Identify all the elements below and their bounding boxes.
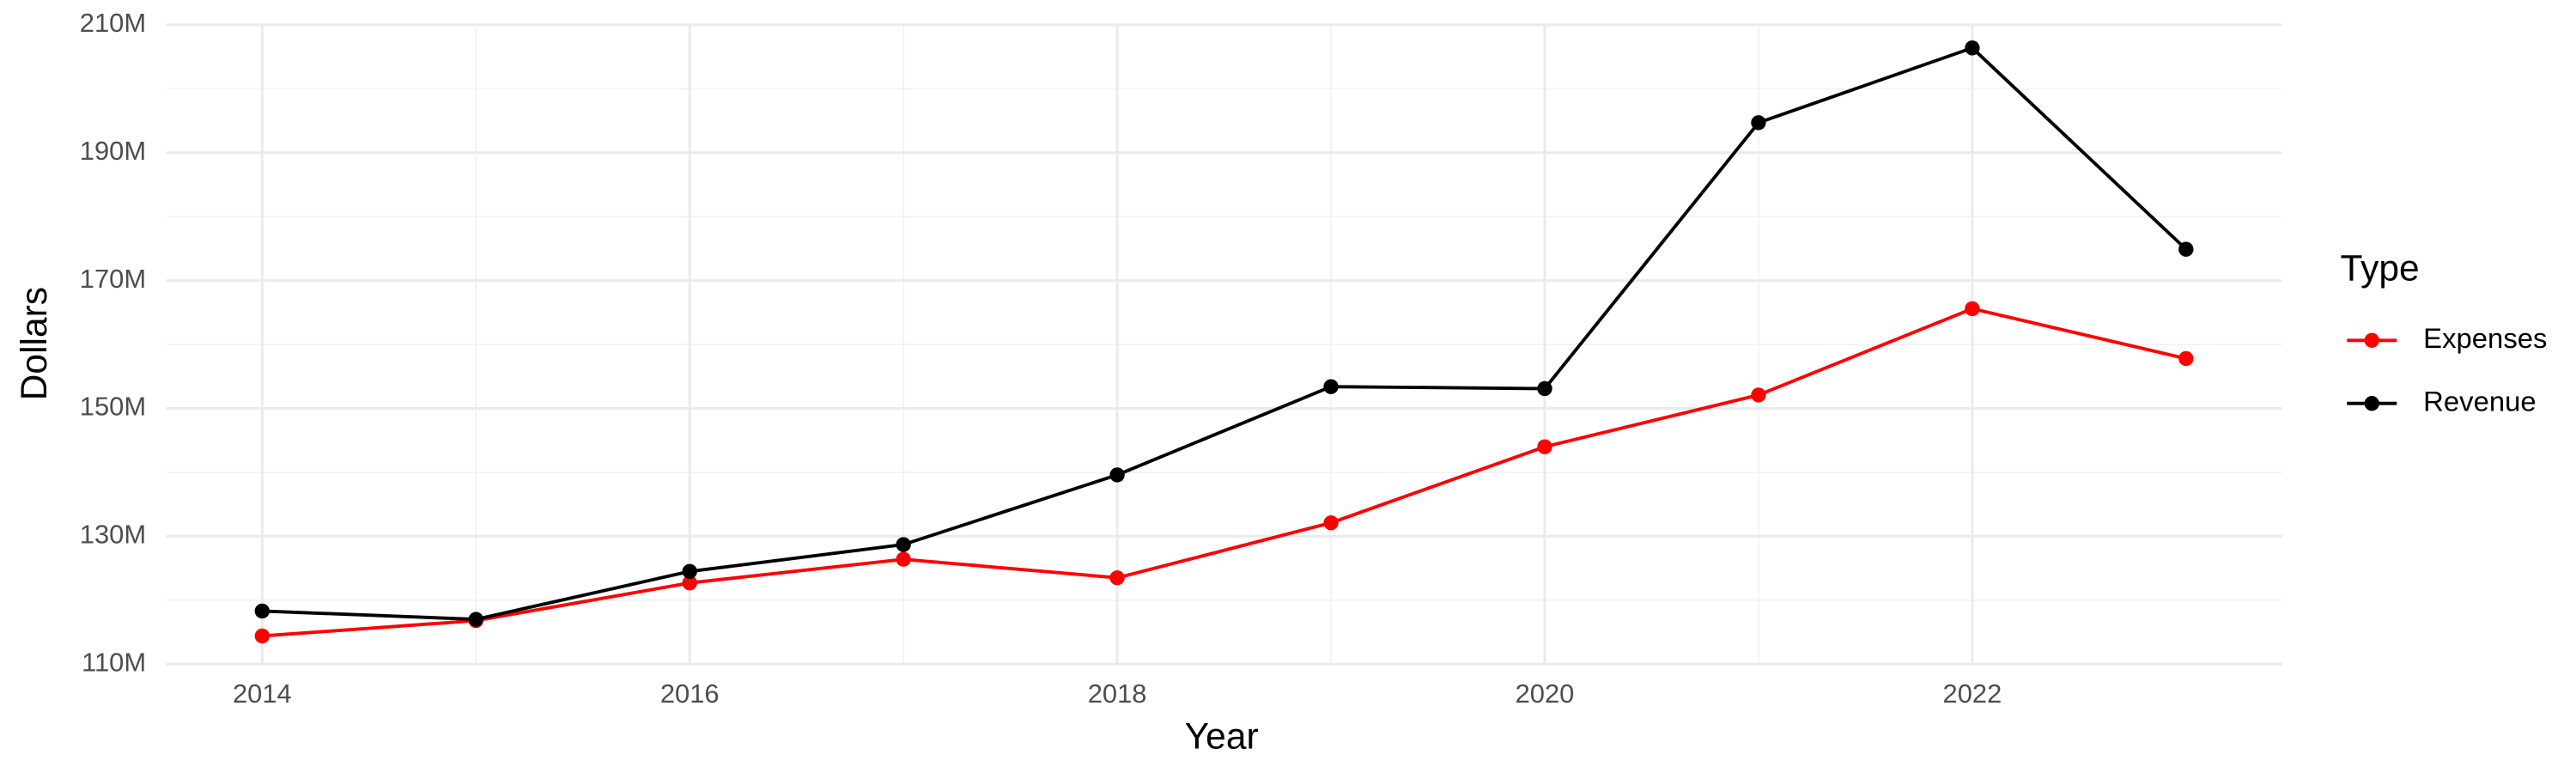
x-tick-label: 2020 (1516, 679, 1575, 709)
y-tick-label: 210M (80, 8, 146, 38)
x-tick-label: 2014 (233, 679, 292, 709)
data-point (1537, 439, 1552, 454)
data-point (1109, 570, 1125, 586)
x-tick-label: 2018 (1088, 679, 1147, 709)
data-point (1751, 387, 1766, 403)
data-point (1965, 40, 1980, 56)
data-point (896, 551, 911, 567)
data-point (1323, 379, 1339, 394)
legend-label: Expenses (2423, 322, 2547, 354)
x-axis-title: Year (1185, 716, 1259, 757)
legend-marker (2364, 396, 2379, 411)
legend-label: Revenue (2423, 385, 2537, 417)
data-point (1965, 301, 1980, 317)
x-tick-label: 2016 (660, 679, 720, 709)
data-point (682, 563, 697, 579)
data-point (254, 603, 270, 619)
data-point (1751, 115, 1766, 131)
x-tick-label: 2022 (1943, 679, 2002, 709)
data-point (1537, 380, 1552, 397)
grid (166, 23, 2282, 666)
data-point (2178, 241, 2194, 257)
data-point (896, 537, 911, 552)
legend-marker (2364, 332, 2379, 348)
data-point (468, 612, 483, 627)
y-tick-label: 110M (82, 647, 146, 677)
y-tick-label: 170M (80, 264, 146, 294)
series-line (262, 307, 2187, 638)
data-point (1109, 467, 1125, 483)
y-tick-label: 150M (80, 392, 146, 422)
y-tick-label: 190M (80, 136, 146, 166)
legend-title: Type (2341, 248, 2420, 289)
y-tick-label: 130M (80, 520, 146, 550)
data-point (682, 575, 697, 591)
series-line (262, 46, 2188, 622)
data-point (254, 628, 270, 644)
data-point (2178, 350, 2194, 367)
y-axis-title: Dollars (15, 287, 55, 400)
data-point (1323, 515, 1339, 531)
